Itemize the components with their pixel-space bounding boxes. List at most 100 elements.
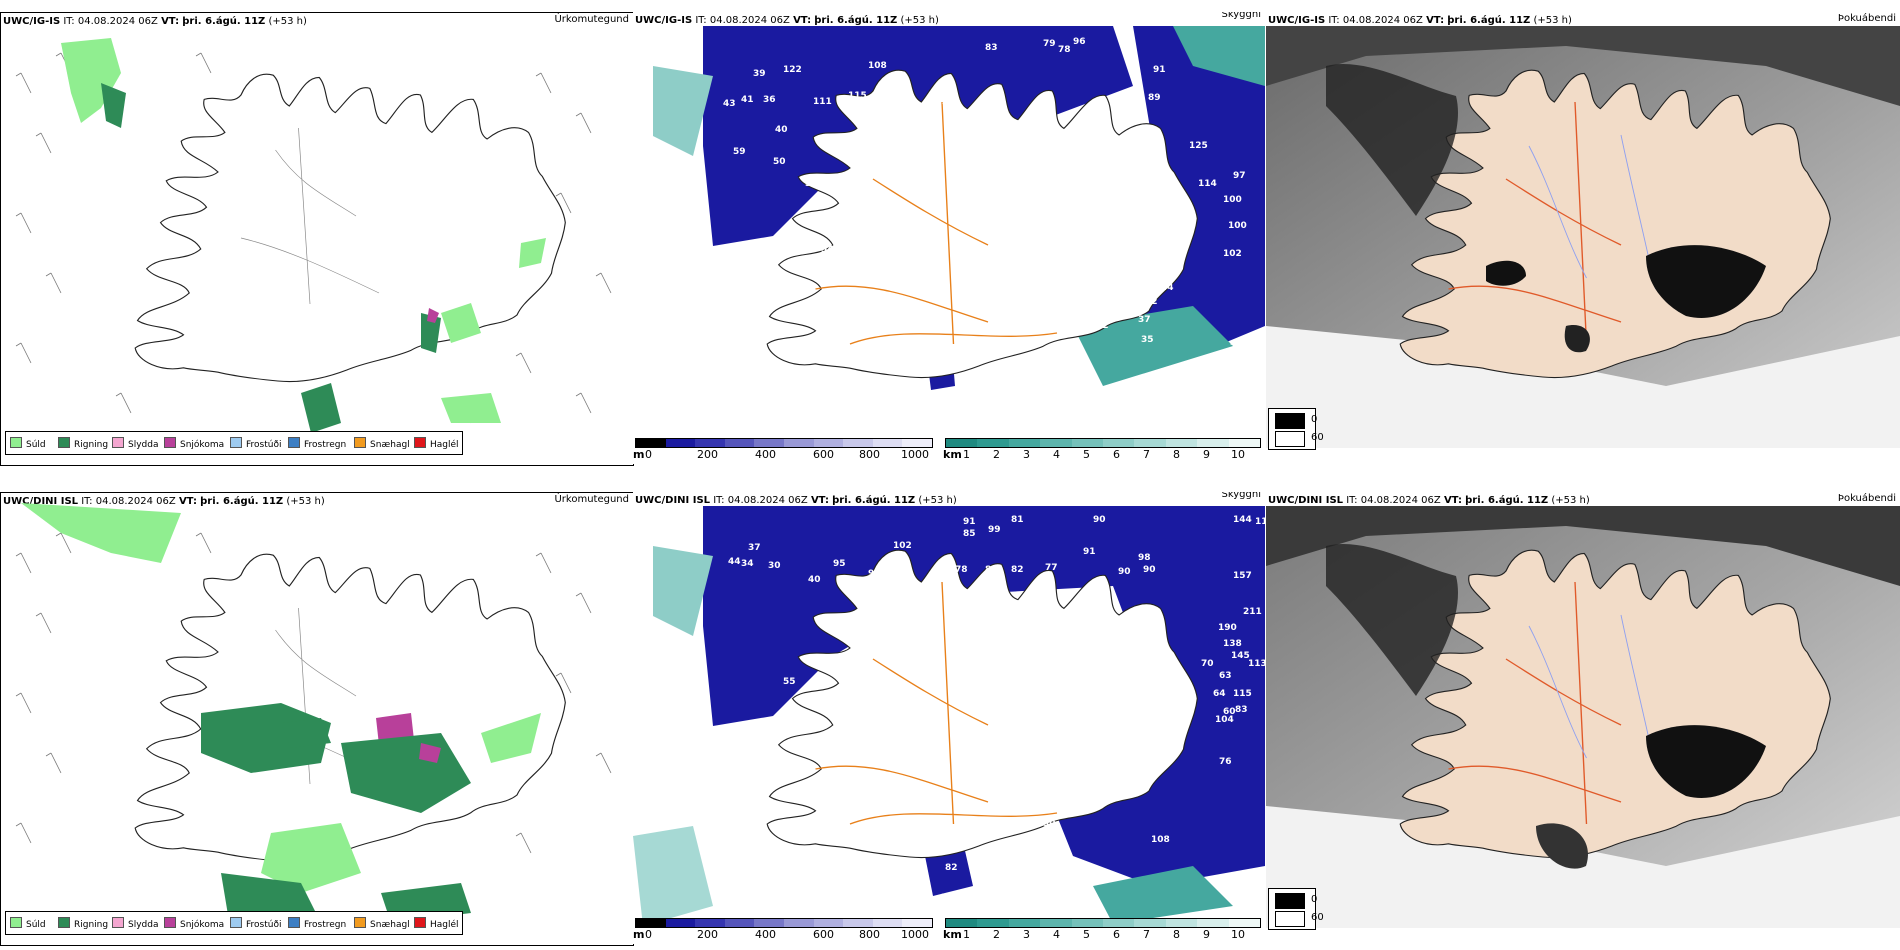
- forecast-offset: (+53 h): [1533, 15, 1572, 26]
- visibility-value-label: 102: [1223, 249, 1242, 259]
- visibility-value-label: 122: [783, 65, 802, 75]
- precip-map: [15, 503, 612, 933]
- legend-label: 0: [1311, 894, 1318, 905]
- visibility-value-label: 113: [1248, 659, 1265, 669]
- visibility-tick: 6: [1113, 448, 1120, 461]
- visibility-value-label: 90: [1093, 515, 1106, 525]
- model-name: UWC/DINI ISL: [1268, 495, 1344, 506]
- visibility-value-label: 41: [741, 95, 754, 105]
- legend-label: Frostúði: [246, 440, 282, 450]
- cloud-base-tick: 1000: [901, 928, 929, 941]
- visibility-value-label: 36: [763, 95, 776, 105]
- visibility-value-label: 81: [1011, 515, 1024, 525]
- legend-item: Slydda: [112, 437, 158, 450]
- panel-header: UWC/DINI ISL IT: 04.08.2024 06Z VT: þri.…: [1268, 494, 1590, 508]
- visibility-value-label: 144: [1233, 515, 1252, 525]
- visibility-value-label: 42: [1145, 297, 1158, 307]
- legend-label: Rigning: [74, 440, 109, 450]
- visibility-value-label: 40: [775, 125, 788, 135]
- visibility-value-label: 24: [941, 893, 954, 903]
- visibility-value-label: 90: [1118, 567, 1131, 577]
- model-name: UWC/IG-IS: [3, 16, 61, 27]
- cloud-base-tick: 400: [755, 448, 776, 461]
- visibility-value-label: 60: [1045, 319, 1058, 329]
- visibility-value-label: 42: [1151, 265, 1164, 275]
- legend-item: Rigning: [58, 437, 109, 450]
- legend-swatch: [1275, 893, 1305, 909]
- visibility-tick: 7: [1143, 928, 1150, 941]
- legend-swatch: [354, 437, 366, 448]
- precip-type-panel-row1: UWC/IG-IS IT: 04.08.2024 06Z VT: þri. 6.…: [0, 12, 634, 466]
- it-value: 04.08.2024 06Z: [727, 495, 808, 506]
- vt-label: VT:: [810, 495, 829, 506]
- visibility-value-label: 54: [821, 245, 834, 255]
- legend-swatch: [288, 917, 300, 928]
- visibility-value-label: 42: [1096, 321, 1109, 331]
- legend-item: Snjókoma: [164, 437, 224, 450]
- model-name: UWC/IG-IS: [1268, 15, 1326, 26]
- legend-swatch: [112, 917, 124, 928]
- panel-title: Þokuábendi: [1837, 13, 1896, 24]
- cloud-cover-legend: 0 60: [1268, 408, 1324, 450]
- visibility-tick: 6: [1113, 928, 1120, 941]
- visibility-tick: 1: [963, 448, 970, 461]
- cloud-cover-legend: 0 60: [1268, 888, 1324, 930]
- it-label: IT:: [713, 495, 725, 506]
- it-value: 04.08.2024 06Z: [709, 15, 790, 26]
- legend-swatch: [354, 917, 366, 928]
- visibility-panel-row1: UWC/IG-IS IT: 04.08.2024 06Z VT: þri. 6.…: [633, 12, 1265, 464]
- visibility-tick: 5: [1083, 448, 1090, 461]
- visibility-value-label: 96: [1073, 37, 1086, 47]
- visibility-tick: 7: [1143, 448, 1150, 461]
- visibility-tick: 1: [963, 928, 970, 941]
- it-label: IT:: [1328, 15, 1340, 26]
- it-value: 04.08.2024 06Z: [1360, 495, 1441, 506]
- visibility-tick: 3: [1023, 448, 1030, 461]
- visibility-value-label: 55: [783, 677, 796, 687]
- legend-item: Frostúði: [230, 437, 282, 450]
- model-name: UWC/DINI ISL: [635, 495, 711, 506]
- visibility-value-label: 98: [1138, 553, 1151, 563]
- visibility-value-label: 68: [963, 109, 976, 119]
- legend-swatch: [112, 437, 124, 448]
- legend-item: Snjókoma: [164, 917, 225, 930]
- visibility-value-label: 39: [753, 69, 766, 79]
- legend-item: Rigning: [58, 917, 109, 930]
- visibility-value-label: 91: [1083, 547, 1096, 557]
- visibility-value-label: 91: [1153, 65, 1166, 75]
- vt-label: VT:: [161, 16, 180, 27]
- cloud-cover-panel-row1: UWC/IG-IS IT: 04.08.2024 06Z VT: þri. 6.…: [1266, 12, 1900, 464]
- visibility-tick: 5: [1083, 928, 1090, 941]
- legend-label: 60: [1311, 432, 1324, 443]
- legend-swatch: [230, 917, 242, 928]
- cloud-base-unit: m: [633, 448, 645, 461]
- panel-header: UWC/DINI ISL IT: 04.08.2024 06Z VT: þri.…: [635, 494, 957, 508]
- cloud-base-swatches: [635, 918, 933, 928]
- legend-swatch: [164, 917, 176, 928]
- model-name: UWC/IG-IS: [635, 15, 693, 26]
- visibility-tick: 10: [1231, 448, 1245, 461]
- visibility-value-label: 49: [848, 667, 861, 677]
- visibility-value-label: 90: [1143, 565, 1156, 575]
- visibility-value-label: 95: [833, 559, 846, 569]
- visibility-unit: km: [943, 448, 962, 461]
- it-label: IT:: [1346, 495, 1358, 506]
- visibility-tick: 9: [1203, 448, 1210, 461]
- visibility-value-label: 100: [1228, 221, 1247, 231]
- visibility-tick: 8: [1173, 928, 1180, 941]
- it-value: 04.08.2024 06Z: [1342, 15, 1423, 26]
- visibility-value-label: 82: [1011, 565, 1024, 575]
- legend-swatch: [1275, 911, 1305, 927]
- cloud-base-tick: 800: [859, 448, 880, 461]
- cloud-base-tick: 400: [755, 928, 776, 941]
- visibility-unit: km: [943, 928, 962, 941]
- visibility-value-label: 78: [1058, 45, 1071, 55]
- legend-label: Snjókoma: [180, 920, 225, 930]
- visibility-value-label: 79: [941, 97, 954, 107]
- legend-label: Rigning: [74, 920, 109, 930]
- visibility-value-label: 34: [741, 559, 754, 569]
- cloud-base-tick: 0: [645, 928, 652, 941]
- visibility-value-label: 41: [1093, 797, 1106, 807]
- visibility-value-label: 64: [1213, 689, 1226, 699]
- legend-item: Haglél: [414, 437, 459, 450]
